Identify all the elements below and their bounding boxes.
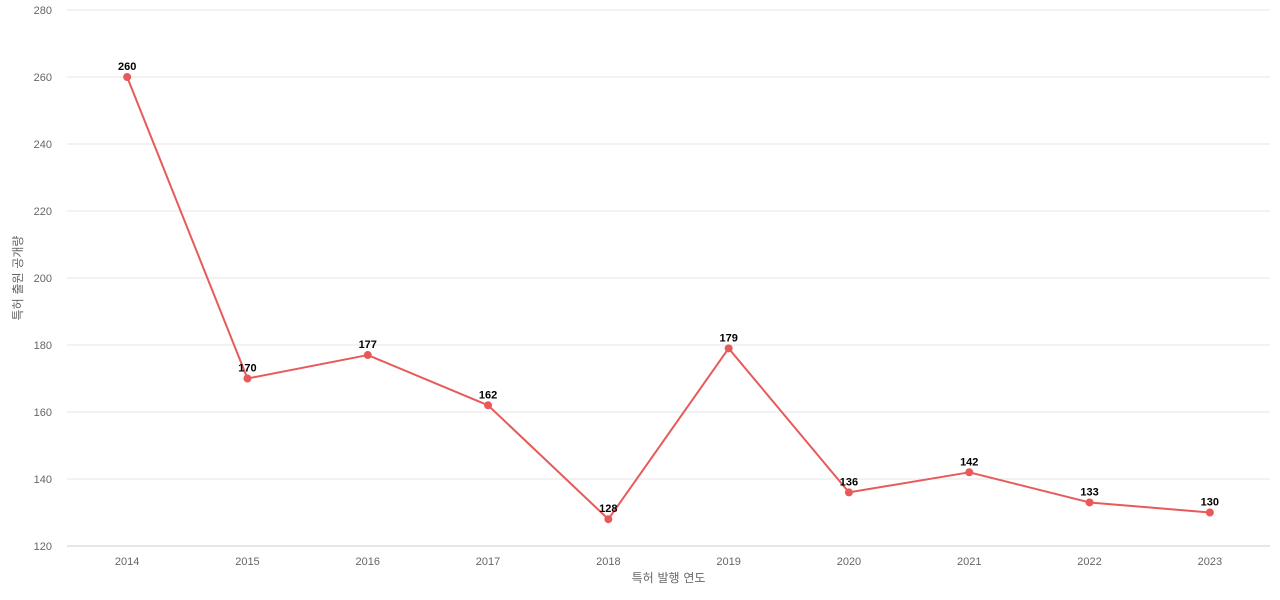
y-tick-label: 200: [34, 273, 52, 285]
x-tick-label: 2023: [1198, 556, 1222, 568]
x-tick-label: 2018: [596, 556, 620, 568]
series-line: [126, 76, 1210, 521]
y-tick-label: 160: [34, 407, 52, 419]
data-point[interactable]: [724, 344, 733, 353]
data-point[interactable]: [1205, 508, 1214, 517]
y-tick-label: 240: [34, 139, 52, 151]
y-tick-label: 220: [34, 206, 52, 218]
x-tick-label: 2017: [476, 556, 500, 568]
data-label: 130: [1201, 497, 1219, 509]
x-axis-title: 특허 발행 연도: [632, 570, 706, 585]
x-axis-ticks: 2014 2015 2016 2017 2018 2019 2020 2021 2022 2023: [115, 556, 1222, 568]
data-point[interactable]: [965, 468, 974, 477]
data-label: 128: [599, 503, 617, 515]
y-tick-label: 140: [34, 474, 52, 486]
y-tick-label: 280: [34, 5, 52, 17]
x-tick-label: 2020: [837, 556, 861, 568]
data-point[interactable]: [484, 401, 493, 410]
x-tick-label: 2016: [356, 556, 380, 568]
data-label: 162: [479, 389, 497, 401]
x-tick-label: 2019: [716, 556, 740, 568]
y-tick-label: 180: [34, 340, 52, 352]
gridlines: [67, 9, 1270, 547]
y-axis-title: 특허 출원 공개량: [11, 236, 25, 321]
data-point[interactable]: [243, 374, 252, 383]
data-point[interactable]: [604, 515, 613, 524]
series-group: [123, 73, 1214, 524]
x-tick-label: 2022: [1077, 556, 1101, 568]
x-tick-label: 2015: [235, 556, 259, 568]
data-label: 136: [840, 476, 858, 488]
x-tick-label: 2014: [115, 556, 139, 568]
data-point[interactable]: [844, 488, 853, 497]
y-tick-label: 260: [34, 72, 52, 84]
data-labels: 260 170 177 162 128 179 136 142 133 130: [118, 61, 1219, 515]
data-point[interactable]: [363, 351, 372, 360]
data-label: 170: [238, 363, 256, 375]
data-label: 179: [719, 332, 737, 344]
x-tick-label: 2021: [957, 556, 981, 568]
data-label: 260: [118, 61, 136, 73]
data-label: 177: [359, 339, 377, 351]
y-axis-ticks: 120 140 160 180 200 220 240 260 280: [34, 5, 52, 553]
data-label: 142: [960, 456, 978, 468]
data-label: 133: [1080, 486, 1098, 498]
y-tick-label: 120: [34, 541, 52, 553]
data-point[interactable]: [123, 73, 132, 81]
data-point[interactable]: [1085, 498, 1094, 507]
